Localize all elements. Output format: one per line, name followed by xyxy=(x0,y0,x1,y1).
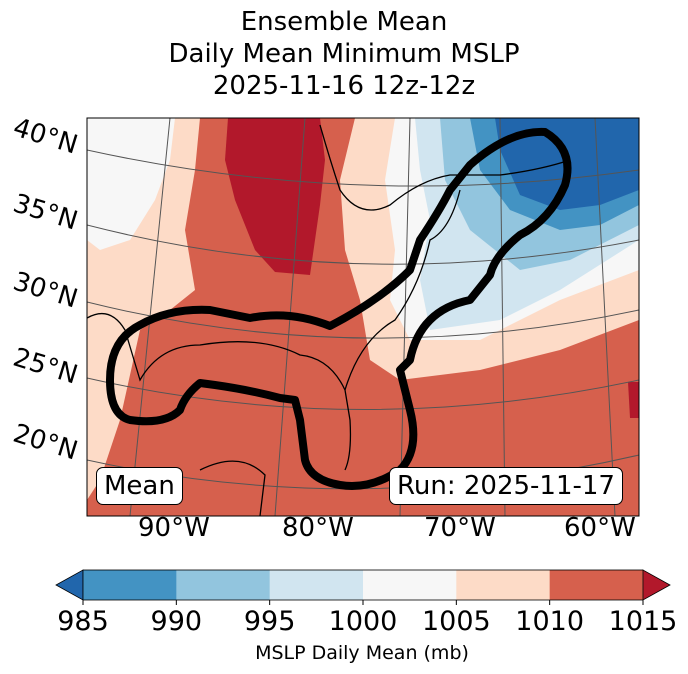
colorbar-segment-990 xyxy=(176,570,271,600)
map-panel xyxy=(87,118,639,516)
colorbar-segment-995 xyxy=(269,570,364,600)
field-over-1015 xyxy=(225,118,325,275)
colorbar-tick-1015: 1015 xyxy=(608,606,678,637)
title-line-2: Daily Mean Minimum MSLP xyxy=(168,39,520,69)
map-frame xyxy=(86,117,640,517)
colorbar-tick-985: 985 xyxy=(57,606,109,637)
colorbar-segment-985 xyxy=(83,570,177,600)
field-over-1015-east xyxy=(628,382,639,418)
lon-tick-80w: 80°W xyxy=(282,513,354,543)
colorbar-tick-1010: 1010 xyxy=(515,606,585,637)
title-line-3: 2025-11-16 12z-12z xyxy=(212,71,476,101)
colorbar-segment-1005 xyxy=(456,570,551,600)
lon-tick-60w: 60°W xyxy=(564,513,636,543)
colorbar-tick-990: 990 xyxy=(150,606,203,637)
colorbar-extend-under xyxy=(55,569,84,601)
colorbar-segment-1010 xyxy=(549,570,644,600)
colorbar-tick-1000: 1000 xyxy=(328,606,398,637)
lon-tick-90w: 90°W xyxy=(138,513,210,543)
title-line-1: Ensemble Mean xyxy=(240,7,448,37)
colorbar-tick-995: 995 xyxy=(243,606,296,637)
threshold-contour xyxy=(106,127,572,490)
colorbar-segment-1000 xyxy=(363,570,457,600)
colorbar xyxy=(55,569,671,605)
colorbar-extend-over xyxy=(642,569,671,601)
field-1000-1005-west xyxy=(87,118,175,250)
lon-tick-70w: 70°W xyxy=(424,513,496,543)
coastlines xyxy=(87,124,571,516)
colorbar-tick-1005: 1005 xyxy=(421,606,491,637)
colorbar-label: MSLP Daily Mean (mb) xyxy=(255,642,469,664)
mean-label: Mean xyxy=(96,467,183,505)
run-date-label: Run: 2025-11-17 xyxy=(389,467,623,505)
